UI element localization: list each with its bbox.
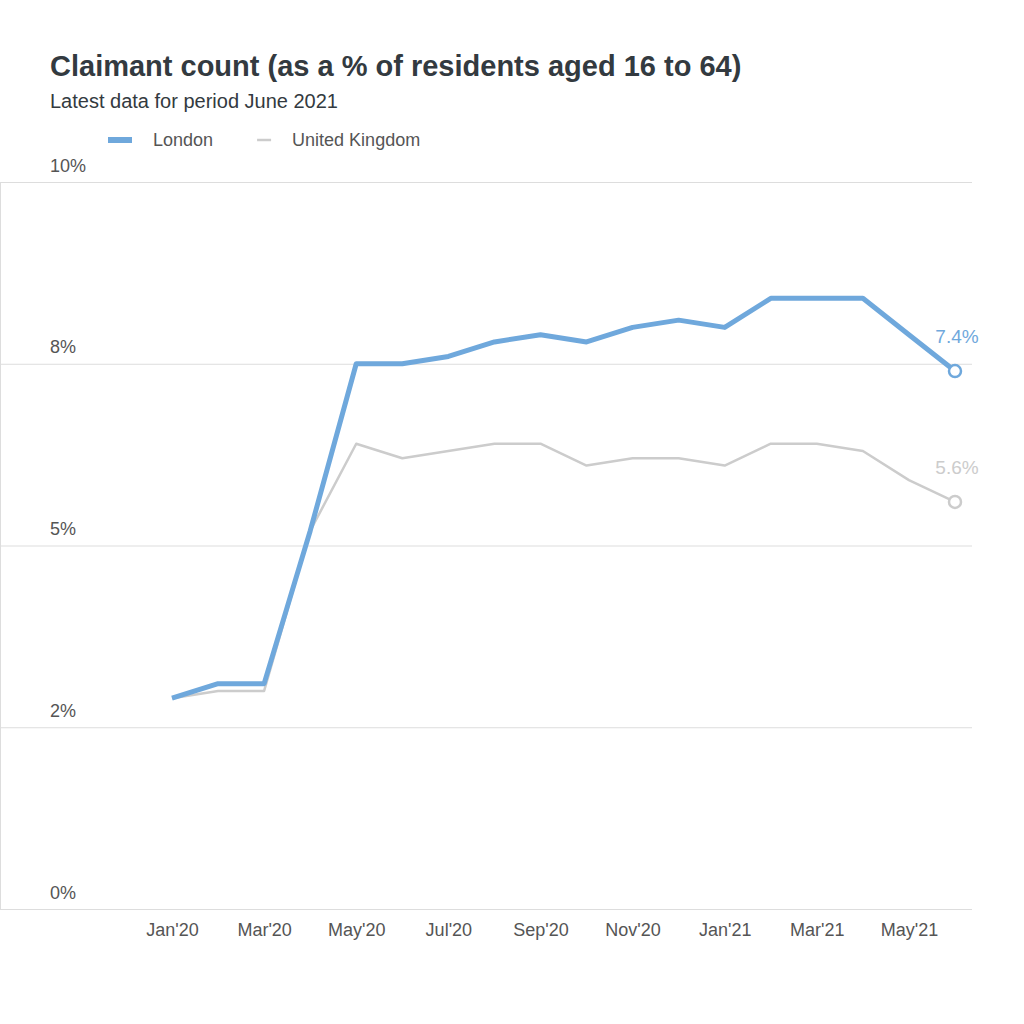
x-tick-label: Jul'20: [426, 920, 472, 940]
x-tick: Mar'20: [237, 920, 291, 940]
x-tick: Mar'21: [790, 920, 844, 940]
line-0: [172, 298, 955, 698]
grid-line: [0, 364, 972, 365]
y-axis: 0% 2% 5% 8% 10%: [0, 156, 972, 910]
x-tick-label: May'20: [328, 920, 385, 940]
y-tick-label: 10%: [50, 156, 86, 176]
title: Claimant count (as a % of residents aged…: [50, 50, 741, 82]
y-tick: 0%: [0, 883, 972, 910]
data-labels: 7.4% 5.6%: [935, 326, 978, 478]
x-tick-label: Jan'20: [146, 920, 198, 940]
legend-label: United Kingdom: [292, 130, 420, 150]
plot-area: [172, 298, 961, 698]
x-tick-label: Nov'20: [605, 920, 660, 940]
legend-swatch: [257, 139, 271, 142]
x-tick: Nov'20: [605, 920, 660, 940]
end-marker: [949, 365, 961, 377]
data-label: 7.4%: [935, 326, 978, 347]
y-tick: 2%: [0, 701, 972, 728]
subtitle: Latest data for period June 2021: [50, 90, 338, 112]
x-axis-line: [173, 909, 956, 910]
grid-line: [0, 182, 972, 183]
x-tick: Jan'21: [699, 920, 751, 940]
legend: London United Kingdom: [108, 130, 420, 150]
x-tick: Sep'20: [513, 920, 569, 940]
y-tick-label: 8%: [50, 337, 76, 357]
y-tick: 8%: [0, 337, 972, 364]
line-1: [172, 444, 955, 698]
grid-line: [0, 546, 972, 547]
data-label: 5.6%: [935, 457, 978, 478]
y-axis-line: [1, 183, 973, 910]
legend-item: London: [108, 130, 213, 150]
grid-line: [0, 909, 972, 910]
grid-line: [0, 727, 972, 728]
x-tick: May'21: [881, 920, 938, 940]
legend-swatch: [108, 137, 132, 143]
x-tick-label: Mar'20: [237, 920, 291, 940]
end-marker: [949, 496, 961, 508]
chart: Claimant count (as a % of residents aged…: [0, 0, 1024, 1024]
x-tick: Jul'20: [426, 920, 472, 940]
y-tick-label: 0%: [50, 883, 76, 903]
y-tick: 10%: [0, 156, 972, 183]
x-tick-label: Jan'21: [699, 920, 751, 940]
x-tick-label: May'21: [881, 920, 938, 940]
y-tick-label: 5%: [50, 519, 76, 539]
legend-item: United Kingdom: [257, 130, 420, 150]
legend-label: London: [153, 130, 213, 150]
x-tick-label: Sep'20: [513, 920, 569, 940]
y-tick: 5%: [0, 519, 972, 546]
x-tick-label: Mar'21: [790, 920, 844, 940]
x-tick: Jan'20: [146, 920, 198, 940]
y-tick-label: 2%: [50, 701, 76, 721]
x-axis: Jan'20 Mar'20 May'20 Jul'20 Sep'20 Nov'20 Jan'…: [146, 910, 955, 940]
x-tick: May'20: [328, 920, 385, 940]
